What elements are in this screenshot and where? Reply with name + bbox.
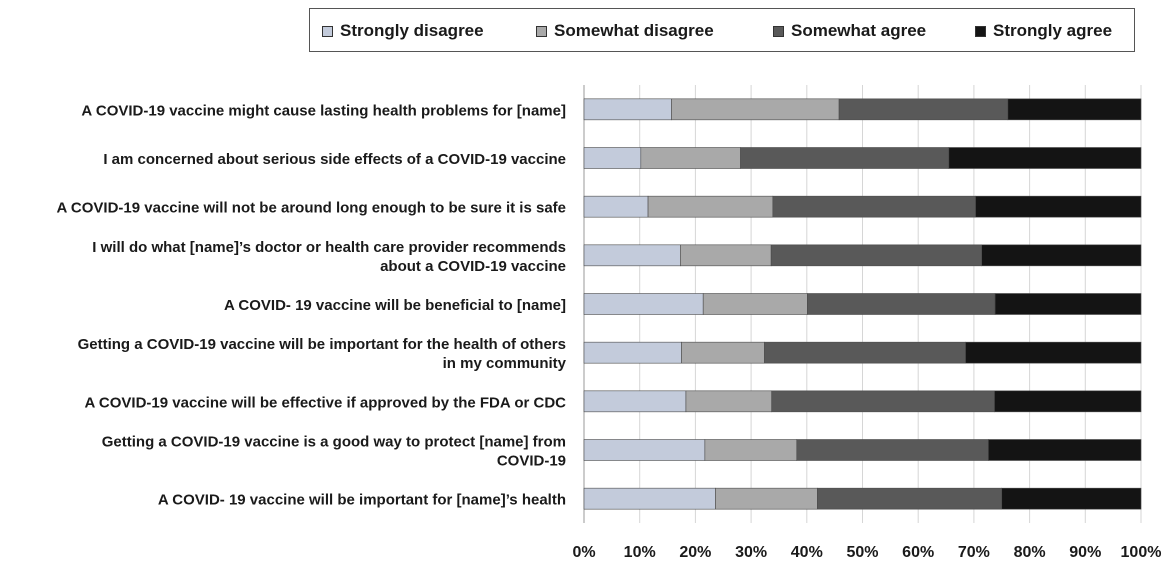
bar-segment-strongly-agree bbox=[965, 341, 1142, 364]
legend: Strongly disagree Somewhat disagree Some… bbox=[309, 8, 1135, 52]
bar-segment-somewhat-agree bbox=[817, 487, 1003, 510]
bar-segment-somewhat-disagree bbox=[647, 195, 774, 218]
legend-swatch-strongly-agree bbox=[975, 25, 986, 37]
bar-segment-somewhat-disagree bbox=[680, 244, 772, 267]
x-tick-label: 60% bbox=[902, 544, 934, 561]
x-tick-label: 20% bbox=[679, 544, 711, 561]
category-label: in my community bbox=[443, 355, 567, 372]
category-label: A COVID-19 vaccine will be effective if … bbox=[84, 394, 566, 411]
bar-segment-strongly-disagree bbox=[583, 390, 687, 413]
category-label: I am concerned about serious side effect… bbox=[103, 151, 566, 168]
bar-segment-strongly-agree bbox=[1007, 98, 1142, 121]
bar-segment-somewhat-agree bbox=[772, 195, 976, 218]
category-label: A COVID-19 vaccine might cause lasting h… bbox=[81, 102, 566, 119]
bar-segment-strongly-disagree bbox=[583, 487, 716, 510]
bar-segment-strongly-agree bbox=[1001, 487, 1142, 510]
bar-segment-strongly-disagree bbox=[583, 341, 682, 364]
bar-segment-somewhat-agree bbox=[771, 390, 995, 413]
bar-segment-strongly-agree bbox=[975, 195, 1142, 218]
bar-segment-somewhat-agree bbox=[838, 98, 1009, 121]
legend-swatch-strongly-disagree bbox=[322, 25, 333, 37]
x-tick-label: 50% bbox=[846, 544, 878, 561]
legend-item-somewhat-agree: Somewhat agree bbox=[773, 21, 926, 41]
category-label: A COVID- 19 vaccine will be beneficial t… bbox=[224, 297, 566, 314]
bar-segment-somewhat-disagree bbox=[704, 439, 798, 461]
bar-segment-somewhat-agree bbox=[796, 439, 989, 461]
x-tick-label: 70% bbox=[958, 544, 990, 561]
category-label: A COVID- 19 vaccine will be important fo… bbox=[158, 492, 566, 509]
bar-segment-somewhat-disagree bbox=[640, 147, 741, 169]
category-label: Getting a COVID-19 vaccine will be impor… bbox=[78, 336, 566, 353]
category-label: about a COVID-19 vaccine bbox=[380, 258, 566, 275]
bar-segment-strongly-disagree bbox=[583, 195, 649, 218]
bar-segment-somewhat-agree bbox=[740, 147, 950, 169]
x-tick-label: 10% bbox=[624, 544, 656, 561]
bar-segment-strongly-disagree bbox=[583, 98, 672, 121]
bar-segment-somewhat-agree bbox=[807, 293, 996, 315]
legend-item-strongly-disagree: Strongly disagree bbox=[322, 21, 484, 41]
legend-item-somewhat-disagree: Somewhat disagree bbox=[536, 21, 714, 41]
x-tick-label: 90% bbox=[1069, 544, 1101, 561]
x-tick-label: 0% bbox=[572, 544, 595, 561]
bar-segment-strongly-disagree bbox=[583, 244, 681, 267]
legend-label-somewhat-agree: Somewhat agree bbox=[791, 21, 927, 40]
legend-label-strongly-disagree: Strongly disagree bbox=[340, 21, 484, 40]
bar-segment-strongly-disagree bbox=[583, 439, 706, 461]
bar-segment-strongly-disagree bbox=[583, 147, 642, 169]
bar-segment-somewhat-disagree bbox=[702, 293, 808, 315]
x-tick-label: 100% bbox=[1121, 544, 1162, 561]
legend-label-somewhat-disagree: Somewhat disagree bbox=[554, 21, 714, 40]
bar-segment-somewhat-disagree bbox=[681, 341, 765, 364]
category-label: A COVID-19 vaccine will not be around lo… bbox=[56, 200, 566, 217]
legend-label-strongly-agree: Strongly agree bbox=[993, 21, 1113, 40]
legend-item-strongly-agree: Strongly agree bbox=[975, 21, 1112, 41]
legend-swatch-somewhat-agree bbox=[773, 25, 784, 37]
bar-segment-somewhat-agree bbox=[764, 341, 966, 364]
category-label: Getting a COVID-19 vaccine is a good way… bbox=[102, 434, 566, 451]
bar-segment-strongly-agree bbox=[994, 293, 1142, 315]
bar-segment-somewhat-disagree bbox=[685, 390, 773, 413]
x-tick-label: 80% bbox=[1014, 544, 1046, 561]
category-label: COVID-19 bbox=[497, 453, 566, 470]
bar-segment-strongly-agree bbox=[948, 147, 1142, 169]
bar-segment-somewhat-disagree bbox=[671, 98, 840, 121]
bar-segment-strongly-agree bbox=[981, 244, 1142, 267]
bar-segment-strongly-agree bbox=[994, 390, 1142, 413]
x-tick-label: 40% bbox=[791, 544, 823, 561]
legend-swatch-somewhat-disagree bbox=[536, 25, 547, 37]
category-label: I will do what [name]’s doctor or health… bbox=[92, 239, 566, 256]
bar-segment-strongly-agree bbox=[988, 439, 1142, 461]
x-tick-label: 30% bbox=[735, 544, 767, 561]
bar-segment-somewhat-agree bbox=[770, 244, 982, 267]
bar-segment-somewhat-disagree bbox=[715, 487, 818, 510]
bar-segment-strongly-disagree bbox=[583, 293, 704, 315]
